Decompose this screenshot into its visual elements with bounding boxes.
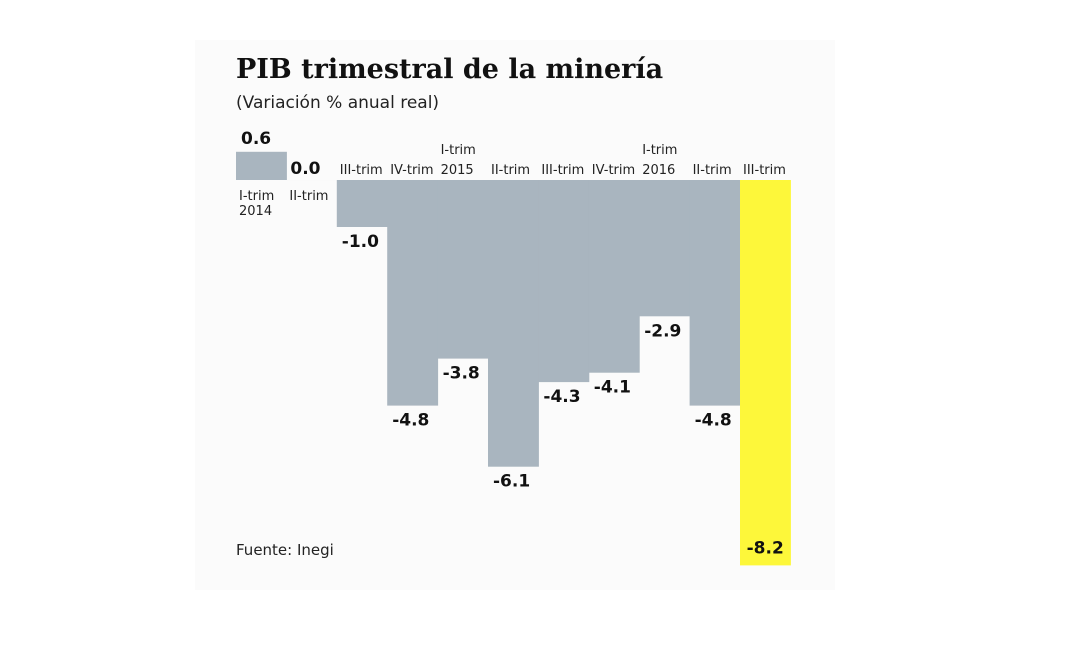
- value-label: -2.9: [644, 321, 681, 341]
- x-tick-label-line: II-trim: [491, 163, 530, 178]
- value-label: -3.8: [443, 364, 480, 384]
- value-label: -4.8: [392, 411, 429, 431]
- x-tick-label: II-trim: [289, 189, 328, 204]
- value-label: -6.1: [493, 472, 530, 492]
- bar: [488, 180, 539, 467]
- x-tick-label: IV-trim: [592, 163, 635, 178]
- x-tick-label-line: II-trim: [693, 163, 732, 178]
- bar: [588, 180, 640, 373]
- value-label: -4.1: [594, 378, 631, 398]
- value-label: 0.0: [290, 159, 320, 179]
- x-tick-label-line: IV-trim: [390, 163, 433, 178]
- value-label: -8.2: [747, 538, 784, 558]
- x-tick-label-line: I-trim: [642, 143, 677, 158]
- x-tick-label: III-trim: [743, 163, 786, 178]
- x-tick-label-line: I-trim: [441, 143, 476, 158]
- bar: [538, 180, 590, 383]
- bar: [387, 180, 439, 406]
- chart-title: PIB trimestral de la minería: [236, 54, 663, 85]
- x-tick-label-line: III-trim: [743, 163, 786, 178]
- value-label: -4.8: [695, 411, 732, 431]
- value-label: -4.3: [543, 387, 580, 407]
- x-tick-label: I-trim 2016: [642, 143, 677, 178]
- x-tick-label-line: II-trim: [289, 189, 328, 204]
- bar: [437, 180, 489, 359]
- bar: [740, 180, 791, 566]
- x-tick-label-line: III-trim: [541, 163, 584, 178]
- chart-subtitle: (Variación % anual real): [236, 93, 439, 113]
- x-tick-label: II-trim: [693, 163, 732, 178]
- x-tick-label-line: 2015: [441, 163, 474, 178]
- x-tick-label-line: 2016: [642, 163, 675, 178]
- x-tick-label: I-trim 2015: [441, 143, 476, 178]
- x-tick-label: III-trim: [340, 163, 383, 178]
- x-tick-label: II-trim: [491, 163, 530, 178]
- x-tick-label-line: 2014: [239, 204, 272, 219]
- bar: [236, 151, 287, 180]
- bar: [689, 180, 741, 406]
- x-tick-label-line: I-trim: [239, 189, 274, 204]
- bar: [639, 180, 691, 317]
- value-label: -1.0: [342, 232, 379, 252]
- value-label: 0.6: [241, 129, 271, 149]
- x-tick-label-line: IV-trim: [592, 163, 635, 178]
- bar: [336, 180, 388, 227]
- x-tick-label: I-trim 2014: [239, 189, 274, 219]
- x-tick-label: IV-trim: [390, 163, 433, 178]
- source: Fuente: Inegi: [236, 541, 334, 559]
- x-tick-label-line: III-trim: [340, 163, 383, 178]
- x-tick-label: III-trim: [541, 163, 584, 178]
